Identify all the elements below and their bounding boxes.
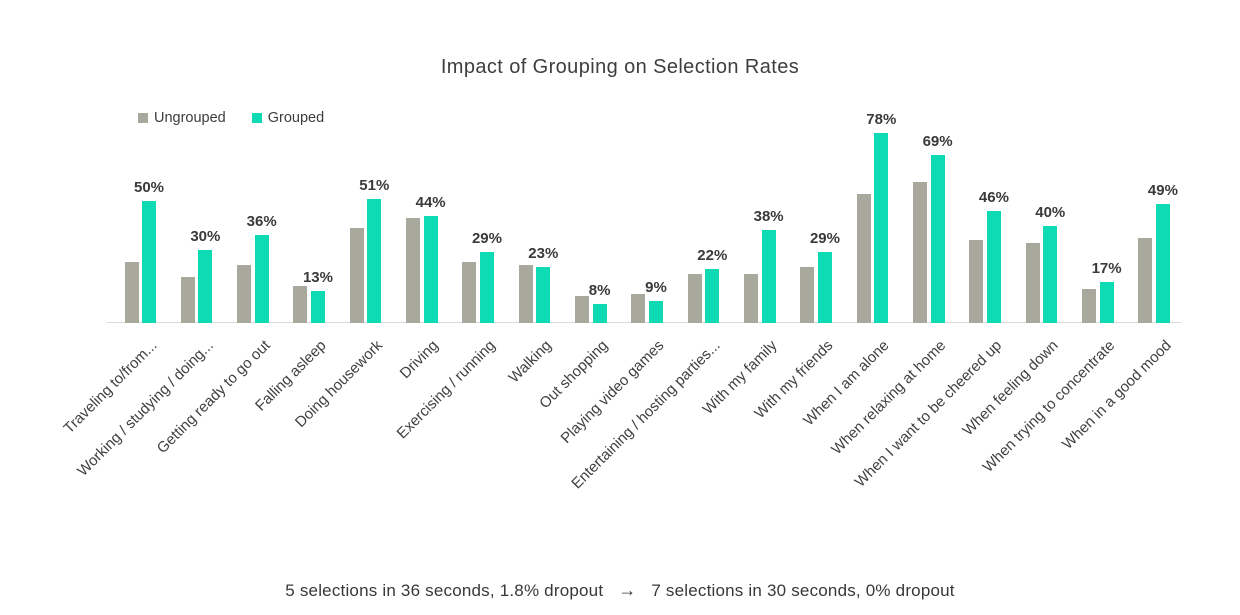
bar-grouped (1043, 225, 1058, 323)
legend-item-ungrouped: Ungrouped (138, 110, 226, 126)
data-label: 51% (359, 176, 390, 194)
bar-ungrouped (124, 262, 139, 323)
data-label: 40% (1035, 203, 1066, 221)
bar-grouped (536, 266, 551, 323)
data-label: 9% (645, 279, 667, 297)
x-axis-label: When feeling down (959, 337, 1062, 440)
bar-ungrouped (1025, 242, 1040, 323)
bar-grouped (367, 198, 382, 323)
bar-grouped (142, 201, 156, 323)
bar-ungrouped (1082, 288, 1097, 323)
bar-grouped (986, 210, 1001, 323)
chart-title: Impact of Grouping on Selection Rates (440, 56, 800, 78)
bar-ungrouped (462, 262, 477, 323)
legend-item-grouped: Grouped (251, 110, 325, 126)
data-label: 22% (697, 247, 728, 265)
x-axis-label: Playing video games (557, 337, 668, 447)
bar-ungrouped (293, 286, 308, 323)
bar-grouped (1099, 281, 1114, 323)
bar-ungrouped (856, 193, 871, 323)
bar-grouped (817, 252, 832, 323)
bar-grouped (423, 215, 438, 323)
bar-ungrouped (237, 264, 252, 323)
data-label: 13% (302, 269, 333, 287)
data-label: 69% (922, 132, 953, 150)
caption-before-text: 5 selections in 36 seconds, 1.8% dropout (285, 581, 604, 600)
grouped-swatch-icon (251, 113, 262, 123)
bar-ungrouped (575, 296, 590, 323)
bar-ungrouped (800, 266, 815, 323)
bar-grouped (479, 252, 494, 323)
bar-grouped (1155, 203, 1170, 323)
bar-grouped (705, 269, 720, 323)
x-axis-label: Walking (505, 337, 555, 387)
ungrouped-swatch-icon (138, 113, 148, 123)
bar-ungrouped (913, 181, 928, 323)
summary-caption: 5 selections in 36 seconds, 1.8% dropout… (0, 580, 1240, 601)
right-arrow-icon: → (618, 580, 637, 600)
bar-grouped (761, 230, 776, 323)
legend: Ungrouped Grouped (138, 110, 324, 126)
bar-grouped (198, 249, 213, 323)
bar-grouped (874, 132, 889, 323)
data-label: 29% (809, 230, 840, 248)
data-label: 46% (978, 188, 1009, 206)
bar-ungrouped (687, 274, 702, 323)
caption-after-text: 7 selections in 30 seconds, 0% dropout (651, 581, 955, 600)
data-label: 8% (588, 281, 611, 299)
data-label: 50% (133, 179, 165, 197)
x-axis-label: When in a good mood (1058, 337, 1175, 453)
data-label: 17% (1091, 259, 1122, 277)
data-label: 30% (190, 227, 221, 245)
bar-ungrouped (744, 274, 759, 323)
legend-label-grouped: Grouped (267, 110, 325, 126)
bar-grouped (648, 301, 663, 323)
bar-grouped (254, 235, 269, 323)
bar-ungrouped (631, 293, 646, 323)
bar-ungrouped (406, 218, 421, 323)
bar-grouped (930, 154, 945, 323)
data-label: 49% (1147, 181, 1178, 199)
bar-ungrouped (180, 276, 195, 323)
data-label: 29% (471, 230, 502, 248)
bar-ungrouped (518, 264, 533, 323)
bar-ungrouped (349, 227, 364, 323)
bar-ungrouped (1138, 237, 1153, 323)
x-axis-label: Driving (397, 337, 443, 383)
bar-grouped (592, 303, 607, 323)
legend-label-ungrouped: Ungrouped (154, 110, 226, 126)
bar-grouped (310, 291, 325, 323)
data-label: 36% (246, 213, 277, 231)
data-label: 23% (528, 244, 559, 262)
x-axis-label: Getting ready to go out (153, 337, 274, 457)
bar-ungrouped (969, 240, 984, 323)
data-label: 78% (866, 110, 897, 128)
data-label: 38% (753, 208, 784, 226)
data-label: 44% (415, 193, 446, 211)
x-axis-label: Traveling to/from... (60, 337, 161, 438)
x-axis-label: Exercising / running (393, 337, 499, 443)
